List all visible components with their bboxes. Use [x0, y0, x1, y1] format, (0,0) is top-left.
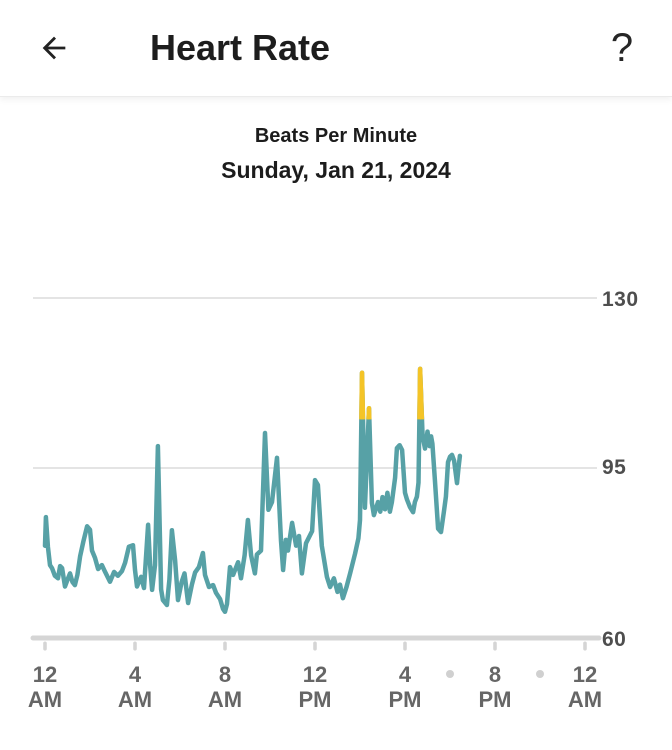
- question-mark-icon: ?: [610, 26, 634, 70]
- x-tick-label-12am: 12 AM: [27, 662, 63, 712]
- y-tick-label-60: 60: [602, 628, 627, 651]
- arrow-left-icon: [37, 31, 71, 65]
- heart-rate-chart[interactable]: 130 95 60 12 AM 4 AM 8 AM 12 PM 4 PM 8 PM 12 AM: [0, 270, 672, 750]
- chart-header: Beats Per Minute Sunday, Jan 21, 2024: [0, 122, 672, 187]
- back-button[interactable]: [32, 26, 76, 70]
- x-tick-label-4am: 4 AM: [117, 662, 153, 712]
- date-label: Sunday, Jan 21, 2024: [221, 157, 451, 183]
- x-tick-label-12pm: 12 PM: [298, 662, 332, 712]
- metric-label: Beats Per Minute: [254, 125, 418, 147]
- y-tick-label-130: 130: [602, 288, 639, 311]
- help-button[interactable]: ?: [600, 22, 644, 74]
- x-tick-label-8am: 8 AM: [207, 662, 243, 712]
- x-tick-label-12am-next: 12 AM: [567, 662, 603, 712]
- y-tick-label-95: 95: [602, 456, 627, 479]
- top-app-bar: Heart Rate ?: [0, 0, 672, 97]
- heart-rate-line-plot[interactable]: [0, 270, 672, 750]
- x-tick-label-8pm: 8 PM: [478, 662, 512, 712]
- page-title: Heart Rate: [150, 27, 331, 68]
- x-tick-label-4pm: 4 PM: [388, 662, 422, 712]
